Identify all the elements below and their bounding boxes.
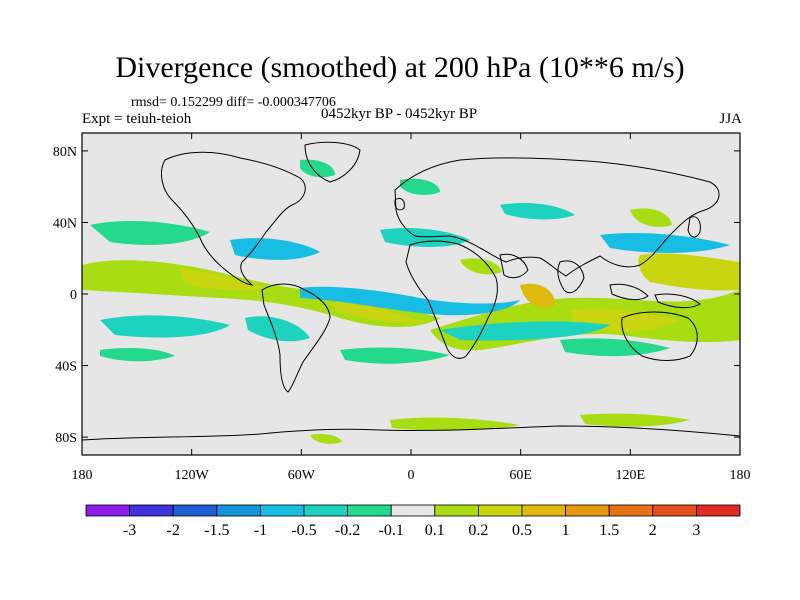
colorbar-label: -1.5 bbox=[204, 522, 229, 539]
lon-tick-label: 60E bbox=[509, 468, 532, 483]
lat-tick-label: 80N bbox=[53, 145, 77, 160]
lon-tick-label: 120E bbox=[616, 468, 646, 483]
positive-anomaly-region bbox=[630, 208, 672, 227]
negative-anomaly-region bbox=[400, 178, 440, 195]
colorbar-swatch bbox=[216, 504, 261, 517]
negative-anomaly-region bbox=[440, 321, 610, 341]
lat-tick-label: 80S bbox=[55, 431, 77, 446]
negative-anomaly-region bbox=[100, 348, 175, 362]
positive-anomaly-region bbox=[390, 417, 520, 431]
lon-tick-label: 60W bbox=[288, 468, 316, 483]
antarctica-outline bbox=[82, 425, 740, 441]
australia-outline bbox=[621, 311, 698, 361]
latitude-axis: 80N 40N 0 40S 80S bbox=[53, 145, 740, 446]
positive-anomaly-region bbox=[580, 413, 690, 427]
colorbar-swatch bbox=[521, 504, 566, 517]
colorbar-swatch bbox=[434, 504, 479, 517]
colorbar-label: 0.5 bbox=[512, 522, 532, 539]
negative-anomaly-region bbox=[340, 347, 450, 364]
british-isles-outline bbox=[394, 197, 405, 211]
negative-anomaly-region bbox=[230, 238, 320, 260]
lat-tick-label: 40N bbox=[53, 216, 77, 231]
colorbar-label: 0.1 bbox=[425, 522, 445, 539]
longitude-axis: 180 120W 60W 0 60E 120E 180 bbox=[72, 133, 751, 483]
colorbar-label: -0.1 bbox=[379, 522, 404, 539]
lat-tick-label: 40S bbox=[55, 360, 77, 375]
maritime-continent-outline bbox=[609, 283, 649, 301]
eurasia-outline bbox=[394, 157, 720, 277]
lat-tick-label: 0 bbox=[70, 288, 77, 303]
stats-label: rmsd= 0.152299 diff= -0.000347706 bbox=[131, 95, 336, 110]
lon-tick-label: 120W bbox=[175, 468, 210, 483]
colorbar-label: 1.5 bbox=[599, 522, 619, 539]
positive-anomaly-region bbox=[180, 268, 270, 291]
colorbar-label: 2 bbox=[649, 522, 657, 539]
lon-tick-label: 180 bbox=[72, 468, 93, 483]
south-america-outline bbox=[261, 283, 331, 393]
season-label: JJA bbox=[719, 111, 742, 127]
colorbar-swatch bbox=[652, 504, 697, 517]
colorbar-swatch bbox=[303, 504, 348, 517]
negative-anomaly-region bbox=[90, 220, 210, 245]
colorbar-label: 1 bbox=[562, 522, 570, 539]
colorbar-swatch bbox=[347, 504, 392, 517]
colorbar-label: -1 bbox=[254, 522, 267, 539]
divergence-field bbox=[82, 159, 740, 444]
positive-anomaly-region bbox=[330, 300, 425, 324]
coastlines bbox=[82, 141, 740, 441]
negative-anomaly-region bbox=[245, 316, 310, 342]
arabia-outline bbox=[499, 253, 529, 279]
colorbar-swatch bbox=[85, 504, 130, 517]
colorbar-swatch bbox=[608, 504, 654, 517]
colorbar-label: -2 bbox=[167, 522, 180, 539]
colorbar-label: 0.2 bbox=[468, 522, 488, 539]
colorbar-swatch bbox=[390, 504, 436, 517]
africa-outline bbox=[405, 240, 498, 359]
greenland-outline bbox=[304, 141, 361, 183]
colorbar-swatch bbox=[696, 504, 741, 517]
japan-outline bbox=[687, 216, 701, 238]
colorbar-swatch bbox=[477, 504, 523, 517]
plot-title: Divergence (smoothed) at 200 hPa (10**6 … bbox=[115, 51, 685, 84]
positive-anomaly-region bbox=[520, 283, 555, 308]
lon-tick-label: 180 bbox=[730, 468, 751, 483]
colorbar-label: -0.2 bbox=[335, 522, 360, 539]
colorbar-label: 3 bbox=[692, 522, 700, 539]
colorbar-swatch bbox=[172, 504, 218, 517]
negative-anomaly-region bbox=[600, 233, 730, 253]
positive-anomaly-region bbox=[638, 253, 740, 291]
positive-anomaly-region bbox=[310, 433, 342, 444]
india-outline bbox=[557, 260, 585, 294]
period-label: 0452kyr BP - 0452kyr BP bbox=[321, 106, 478, 122]
negative-anomaly-region bbox=[300, 159, 335, 178]
colorbar: -3 -2 -1.5 -1 -0.5 -0.2 -0.1 0.1 0.2 0.5 1 1.5 2 3 bbox=[85, 504, 741, 539]
colorbar-swatch bbox=[259, 504, 305, 517]
experiment-label: Expt = teiuh-teioh bbox=[82, 111, 192, 127]
negative-anomaly-region bbox=[300, 286, 520, 316]
negative-anomaly-region bbox=[500, 203, 575, 220]
new-guinea-outline bbox=[654, 293, 701, 309]
colorbar-label: -3 bbox=[123, 522, 136, 539]
colorbar-swatch bbox=[565, 504, 610, 517]
north-america-outline bbox=[161, 151, 306, 286]
lon-tick-label: 0 bbox=[408, 468, 415, 483]
colorbar-label: -0.5 bbox=[291, 522, 316, 539]
negative-anomaly-region bbox=[560, 338, 670, 357]
negative-anomaly-region bbox=[100, 315, 230, 338]
colorbar-swatch bbox=[129, 504, 174, 517]
